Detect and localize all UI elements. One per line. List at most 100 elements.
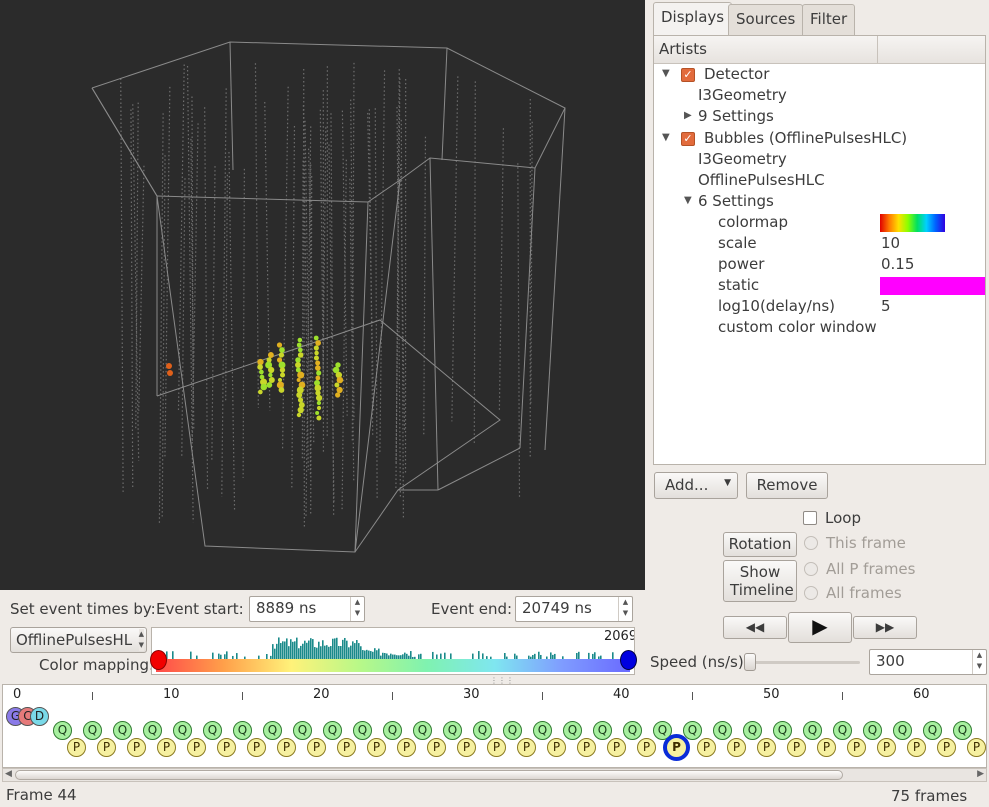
scroll-right-icon[interactable]: ▶ xyxy=(977,769,984,779)
color-map-end-handle[interactable] xyxy=(620,650,637,670)
bubbles-checkbox[interactable]: ✓ xyxy=(681,132,695,146)
q-frame[interactable]: Q xyxy=(803,721,822,740)
add-artist-dropdown[interactable]: Add... ▼ xyxy=(654,472,738,499)
q-frame[interactable]: Q xyxy=(623,721,642,740)
event-start-field[interactable]: 8889 ns ▲ ▼ xyxy=(249,596,365,622)
artists-tree[interactable]: Artists ▼ ✓ Detector I3Geometry ▶ 9 Sett… xyxy=(653,35,986,465)
q-frame[interactable]: Q xyxy=(203,721,222,740)
q-frame[interactable]: Q xyxy=(533,721,552,740)
detector-checkbox[interactable]: ✓ xyxy=(681,68,695,82)
colormap-swatch[interactable] xyxy=(880,214,945,232)
radio-all-frames[interactable] xyxy=(804,586,818,600)
q-frame[interactable]: Q xyxy=(413,721,432,740)
spin-arrows-icon[interactable]: ▲ ▼ xyxy=(972,650,986,674)
p-frame[interactable]: P xyxy=(787,738,806,757)
p-frame[interactable]: P xyxy=(547,738,566,757)
q-frame[interactable]: Q xyxy=(743,721,762,740)
play-button[interactable]: ▶ xyxy=(788,612,852,643)
frame-badge-d[interactable]: D xyxy=(30,707,49,726)
q-frame[interactable]: Q xyxy=(593,721,612,740)
p-frame[interactable]: P xyxy=(727,738,746,757)
p-frame[interactable]: P xyxy=(937,738,956,757)
p-frame[interactable]: P xyxy=(697,738,716,757)
q-frame[interactable]: Q xyxy=(563,721,582,740)
q-frame[interactable]: Q xyxy=(293,721,312,740)
p-frame[interactable]: P xyxy=(187,738,206,757)
p-frame[interactable]: P xyxy=(817,738,836,757)
static-color-swatch[interactable] xyxy=(880,277,985,295)
q-frame[interactable]: Q xyxy=(53,721,72,740)
fast-forward-button[interactable]: ▶▶ xyxy=(853,616,917,639)
p-frame[interactable]: P xyxy=(487,738,506,757)
p-frame[interactable]: P xyxy=(577,738,596,757)
p-frame[interactable]: P xyxy=(757,738,776,757)
p-frame[interactable]: P xyxy=(67,738,86,757)
expand-arrow-icon[interactable]: ▼ xyxy=(684,195,692,206)
expand-arrow-icon[interactable]: ▼ xyxy=(662,132,670,143)
splitter-grip[interactable]: ⋮⋮⋮ xyxy=(490,676,514,685)
3d-event-viewport[interactable] xyxy=(0,0,645,590)
loop-checkbox[interactable] xyxy=(803,511,817,525)
scroll-left-icon[interactable]: ◀ xyxy=(5,769,12,779)
p-frame[interactable]: P xyxy=(97,738,116,757)
p-frame[interactable]: P xyxy=(127,738,146,757)
q-frame[interactable]: Q xyxy=(323,721,342,740)
q-frame[interactable]: Q xyxy=(113,721,132,740)
setting-power-value[interactable]: 0.15 xyxy=(881,255,915,273)
p-frame[interactable]: P xyxy=(427,738,446,757)
rotation-button[interactable]: Rotation xyxy=(723,532,797,557)
q-frame[interactable]: Q xyxy=(383,721,402,740)
q-frame[interactable]: Q xyxy=(263,721,282,740)
q-frame[interactable]: Q xyxy=(143,721,162,740)
expand-arrow-icon[interactable]: ▼ xyxy=(662,68,670,79)
p-frame[interactable]: P xyxy=(247,738,266,757)
p-frame[interactable]: P xyxy=(847,738,866,757)
q-frame[interactable]: Q xyxy=(923,721,942,740)
show-timeline-button[interactable]: Show Timeline xyxy=(723,560,797,602)
q-frame[interactable]: Q xyxy=(773,721,792,740)
q-frame[interactable]: Q xyxy=(863,721,882,740)
setting-delay-value[interactable]: 5 xyxy=(881,297,891,315)
rewind-button[interactable]: ◀◀ xyxy=(723,616,787,639)
speed-slider-handle[interactable] xyxy=(744,653,756,671)
speed-slider-track[interactable] xyxy=(748,661,860,664)
tree-item-i3geometry[interactable]: I3Geometry xyxy=(698,150,787,168)
tree-item-i3geometry[interactable]: I3Geometry xyxy=(698,86,787,104)
tab-sources[interactable]: Sources xyxy=(728,4,804,35)
spin-arrows-icon[interactable]: ▲ ▼ xyxy=(618,597,632,621)
p-frame[interactable]: P xyxy=(397,738,416,757)
q-frame[interactable]: Q xyxy=(833,721,852,740)
remove-artist-button[interactable]: Remove xyxy=(746,472,828,499)
color-map-start-handle[interactable] xyxy=(150,650,167,670)
q-frame[interactable]: Q xyxy=(473,721,492,740)
radio-this-frame[interactable] xyxy=(804,536,818,550)
tab-displays[interactable]: Displays xyxy=(653,2,733,36)
p-frame[interactable]: P xyxy=(307,738,326,757)
spin-arrows-icon[interactable]: ▲ ▼ xyxy=(350,597,364,621)
scrollbar-thumb[interactable] xyxy=(15,770,843,780)
q-frame[interactable]: Q xyxy=(953,721,972,740)
p-frame-selected[interactable]: P xyxy=(663,734,690,761)
tree-item-offlinepulseshlc[interactable]: OfflinePulsesHLC xyxy=(698,171,825,189)
setting-scale-value[interactable]: 10 xyxy=(881,234,901,252)
q-frame[interactable]: Q xyxy=(503,721,522,740)
p-frame[interactable]: P xyxy=(277,738,296,757)
q-frame[interactable]: Q xyxy=(353,721,372,740)
p-frame[interactable]: P xyxy=(637,738,656,757)
p-frame[interactable]: P xyxy=(157,738,176,757)
p-frame[interactable]: P xyxy=(907,738,926,757)
timeline-scrollbar[interactable]: ◀ ▶ xyxy=(2,768,987,782)
p-frame[interactable]: P xyxy=(877,738,896,757)
time-histogram[interactable]: 2069 xyxy=(150,627,637,675)
q-frame[interactable]: Q xyxy=(683,721,702,740)
p-frame[interactable]: P xyxy=(217,738,236,757)
q-frame[interactable]: Q xyxy=(893,721,912,740)
collapse-arrow-icon[interactable]: ▶ xyxy=(684,110,692,121)
q-frame[interactable]: Q xyxy=(443,721,462,740)
q-frame[interactable]: Q xyxy=(233,721,252,740)
q-frame[interactable]: Q xyxy=(653,721,672,740)
p-frame[interactable]: P xyxy=(457,738,476,757)
pulse-source-select[interactable]: OfflinePulsesHL ▲ ▼ xyxy=(10,627,147,653)
q-frame[interactable]: Q xyxy=(713,721,732,740)
